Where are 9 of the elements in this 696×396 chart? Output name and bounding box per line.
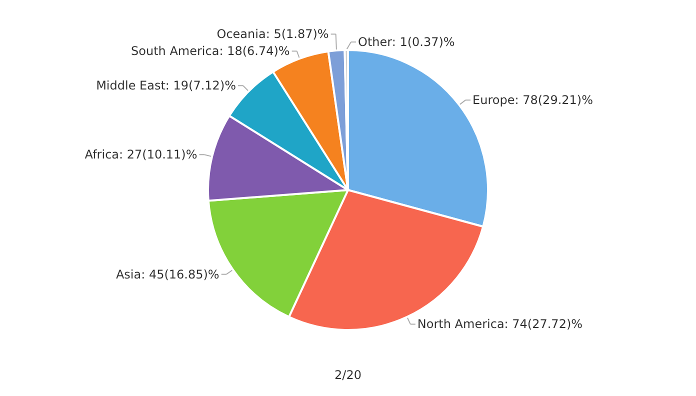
slice-label: Other: 1(0.37)% [358, 35, 455, 50]
slice-label: Middle East: 19(7.12)% [96, 78, 236, 93]
slice-label: Asia: 45(16.85)% [116, 267, 220, 282]
slice-label: North America: 74(27.72)% [417, 317, 583, 332]
slice-label: Europe: 78(29.21)% [472, 93, 593, 108]
text: 2/20 [334, 368, 362, 382]
slice-label: South America: 18(6.74)% [131, 44, 290, 58]
slice-label: Africa: 27(10.11)% [84, 148, 198, 162]
slice-label: Oceania: 5(1.87)% [216, 27, 329, 42]
